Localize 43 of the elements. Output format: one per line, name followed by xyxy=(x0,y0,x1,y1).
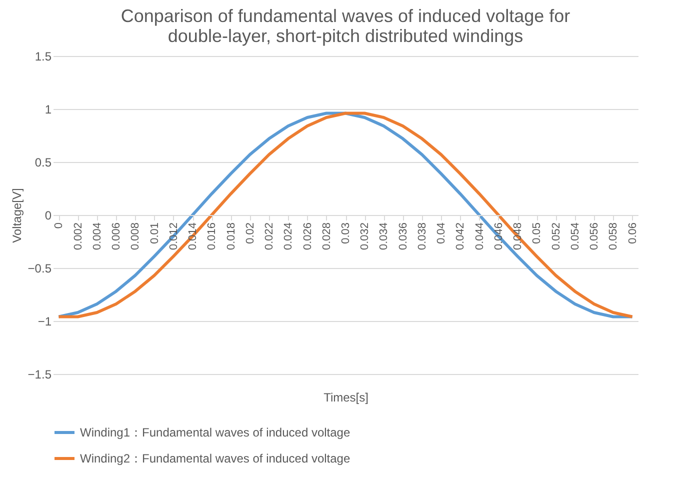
x-tick-label: 0.034 xyxy=(378,222,390,250)
x-tick-label: 0.048 xyxy=(512,222,524,250)
x-tick-label: 0.008 xyxy=(130,222,142,250)
x-tick-label: 0.04 xyxy=(436,222,448,244)
y-tick-label: −0.5 xyxy=(28,262,52,276)
x-tick-label: 0.002 xyxy=(72,222,84,250)
y-tick-label: 1.5 xyxy=(34,50,52,64)
x-tick-label: 0.004 xyxy=(91,222,104,250)
x-tick-label: 0.018 xyxy=(225,222,238,250)
y-axis-title: Voltage[V] xyxy=(10,188,24,243)
y-tick-label: 0 xyxy=(44,208,52,222)
legend-label: Winding2：Fundamental waves of induced voltage xyxy=(80,452,350,466)
x-tick-label: 0.054 xyxy=(569,222,582,250)
x-tick-label: 0.028 xyxy=(320,222,333,250)
x-tick-label: 0.024 xyxy=(282,222,295,250)
x-tick-label: 0.056 xyxy=(588,222,601,250)
x-tick-label: 0.026 xyxy=(302,222,314,250)
x-tick-label: 0.01 xyxy=(148,222,161,244)
x-tick-label: 0.044 xyxy=(474,222,486,250)
x-tick-label: 0.06 xyxy=(626,222,639,244)
x-tick-label: 0.006 xyxy=(110,222,123,250)
x-axis-title: Times[s] xyxy=(324,390,368,404)
x-tick-label: 0.058 xyxy=(608,222,620,250)
x-tick-label: 0.036 xyxy=(397,222,410,250)
x-tick-label: 0.052 xyxy=(550,222,562,250)
x-tick-label: 0.03 xyxy=(340,222,352,244)
x-tick-label: 0.042 xyxy=(454,222,467,250)
x-tick-label: 0.05 xyxy=(531,222,544,244)
legend-label: Winding1：Fundamental waves of induced voltage xyxy=(80,426,350,440)
y-tick-label: 0.5 xyxy=(34,156,52,170)
x-tick-label: 0.022 xyxy=(264,222,276,250)
x-tick-label: 0 xyxy=(53,222,66,229)
y-tick-label: −1 xyxy=(38,314,52,328)
x-tick-label: 0.038 xyxy=(416,222,428,250)
x-tick-label: 0.016 xyxy=(206,222,218,250)
x-tick-label: 0.032 xyxy=(359,222,372,250)
x-tick-label: 0.02 xyxy=(244,222,256,244)
chart-title: Conparison of fundamental waves of induced voltage for double-layer, short-pitch distributed windings xyxy=(120,6,570,46)
x-tick-label: 0.012 xyxy=(168,222,180,250)
x-tick-label: 0.046 xyxy=(492,222,505,250)
y-tick-label: 1 xyxy=(44,102,52,116)
x-tick-label: 0.014 xyxy=(187,222,200,250)
y-tick-label: −1.5 xyxy=(28,368,52,382)
